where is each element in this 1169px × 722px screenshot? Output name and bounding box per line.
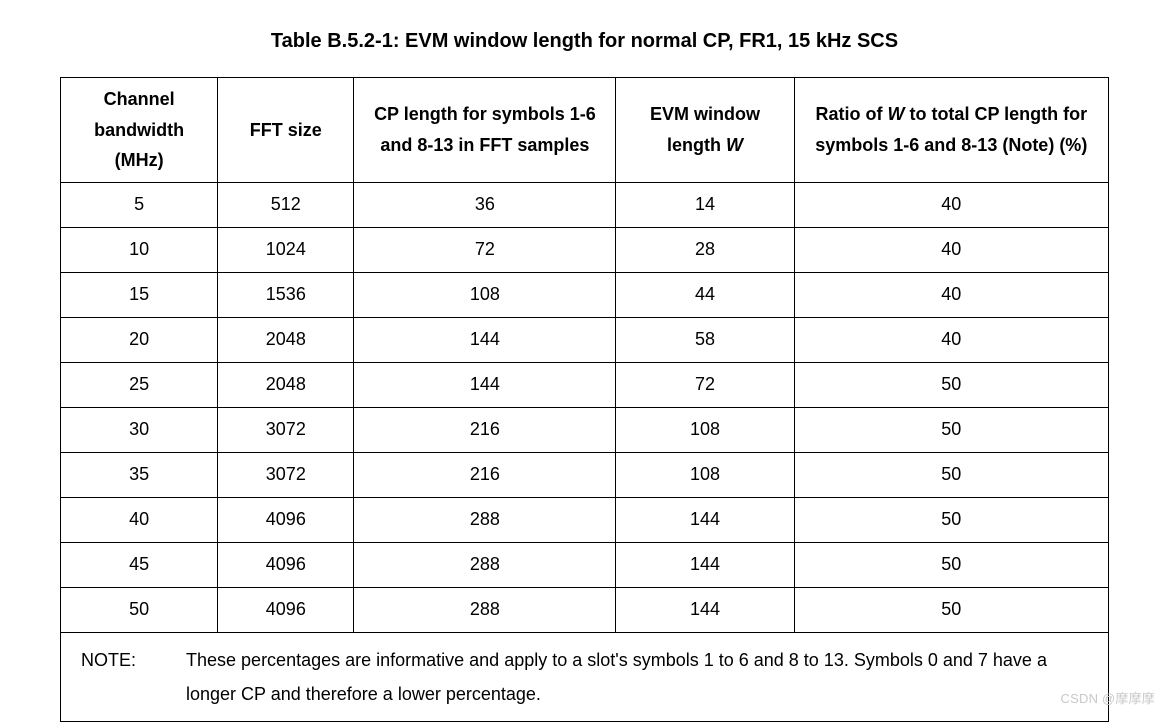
cell: 72 xyxy=(616,362,794,407)
hdr-evm-w: W xyxy=(726,135,743,155)
cell: 3072 xyxy=(218,452,354,497)
cell: 2048 xyxy=(218,362,354,407)
cell: 50 xyxy=(794,542,1108,587)
cell: 144 xyxy=(616,542,794,587)
table-row: 2020481445840 xyxy=(61,317,1109,362)
header-row: Channel bandwidth (MHz) FFT size CP leng… xyxy=(61,78,1109,183)
table-body: 5512361440101024722840151536108444020204… xyxy=(61,182,1109,632)
cell: 10 xyxy=(61,227,218,272)
table-row: 1515361084440 xyxy=(61,272,1109,317)
table-row: 5512361440 xyxy=(61,182,1109,227)
note-row: NOTE: These percentages are informative … xyxy=(61,632,1109,721)
cell: 40 xyxy=(794,182,1108,227)
table-row: 2520481447250 xyxy=(61,362,1109,407)
cell: 50 xyxy=(794,497,1108,542)
cell: 144 xyxy=(616,497,794,542)
cell: 2048 xyxy=(218,317,354,362)
hdr-evm-pre: EVM window length xyxy=(650,104,760,155)
cell: 4096 xyxy=(218,587,354,632)
cell: 20 xyxy=(61,317,218,362)
cell: 144 xyxy=(354,362,616,407)
cell: 108 xyxy=(616,452,794,497)
cell: 216 xyxy=(354,407,616,452)
cell: 4096 xyxy=(218,542,354,587)
col-header-cp-length: CP length for symbols 1-6 and 8-13 in FF… xyxy=(354,78,616,183)
cell: 40 xyxy=(794,227,1108,272)
table-row: 40409628814450 xyxy=(61,497,1109,542)
cell: 144 xyxy=(354,317,616,362)
cell: 50 xyxy=(794,362,1108,407)
note-cell: NOTE: These percentages are informative … xyxy=(61,632,1109,721)
cell: 44 xyxy=(616,272,794,317)
cell: 108 xyxy=(354,272,616,317)
col-header-evm-window: EVM window length W xyxy=(616,78,794,183)
cell: 288 xyxy=(354,542,616,587)
cell: 40 xyxy=(794,317,1108,362)
cell: 216 xyxy=(354,452,616,497)
cell: 35 xyxy=(61,452,218,497)
cell: 58 xyxy=(616,317,794,362)
cell: 25 xyxy=(61,362,218,407)
table-title: Table B.5.2-1: EVM window length for nor… xyxy=(60,30,1109,53)
cell: 50 xyxy=(794,587,1108,632)
cell: 45 xyxy=(61,542,218,587)
cell: 288 xyxy=(354,587,616,632)
cell: 30 xyxy=(61,407,218,452)
cell: 50 xyxy=(61,587,218,632)
table-head: Channel bandwidth (MHz) FFT size CP leng… xyxy=(61,78,1109,183)
cell: 1024 xyxy=(218,227,354,272)
note-text: These percentages are informative and ap… xyxy=(186,643,1083,711)
table-foot: NOTE: These percentages are informative … xyxy=(61,632,1109,721)
table-row: 45409628814450 xyxy=(61,542,1109,587)
cell: 108 xyxy=(616,407,794,452)
cell: 28 xyxy=(616,227,794,272)
evm-table: Channel bandwidth (MHz) FFT size CP leng… xyxy=(60,77,1109,722)
col-header-ratio: Ratio of W to total CP length for symbol… xyxy=(794,78,1108,183)
cell: 15 xyxy=(61,272,218,317)
note-label: NOTE: xyxy=(81,643,181,677)
cell: 288 xyxy=(354,497,616,542)
cell: 50 xyxy=(794,407,1108,452)
cell: 5 xyxy=(61,182,218,227)
cell: 1536 xyxy=(218,272,354,317)
hdr-ratio-pre: Ratio of xyxy=(815,104,887,124)
watermark: CSDN @摩摩摩 xyxy=(1061,688,1155,707)
cell: 4096 xyxy=(218,497,354,542)
hdr-ratio-w: W xyxy=(887,104,904,124)
cell: 50 xyxy=(794,452,1108,497)
table-row: 50409628814450 xyxy=(61,587,1109,632)
cell: 40 xyxy=(794,272,1108,317)
cell: 40 xyxy=(61,497,218,542)
table-row: 30307221610850 xyxy=(61,407,1109,452)
col-header-fft: FFT size xyxy=(218,78,354,183)
col-header-bandwidth: Channel bandwidth (MHz) xyxy=(61,78,218,183)
page: Table B.5.2-1: EVM window length for nor… xyxy=(0,0,1169,722)
cell: 14 xyxy=(616,182,794,227)
table-row: 101024722840 xyxy=(61,227,1109,272)
cell: 512 xyxy=(218,182,354,227)
cell: 144 xyxy=(616,587,794,632)
cell: 36 xyxy=(354,182,616,227)
cell: 3072 xyxy=(218,407,354,452)
table-row: 35307221610850 xyxy=(61,452,1109,497)
cell: 72 xyxy=(354,227,616,272)
